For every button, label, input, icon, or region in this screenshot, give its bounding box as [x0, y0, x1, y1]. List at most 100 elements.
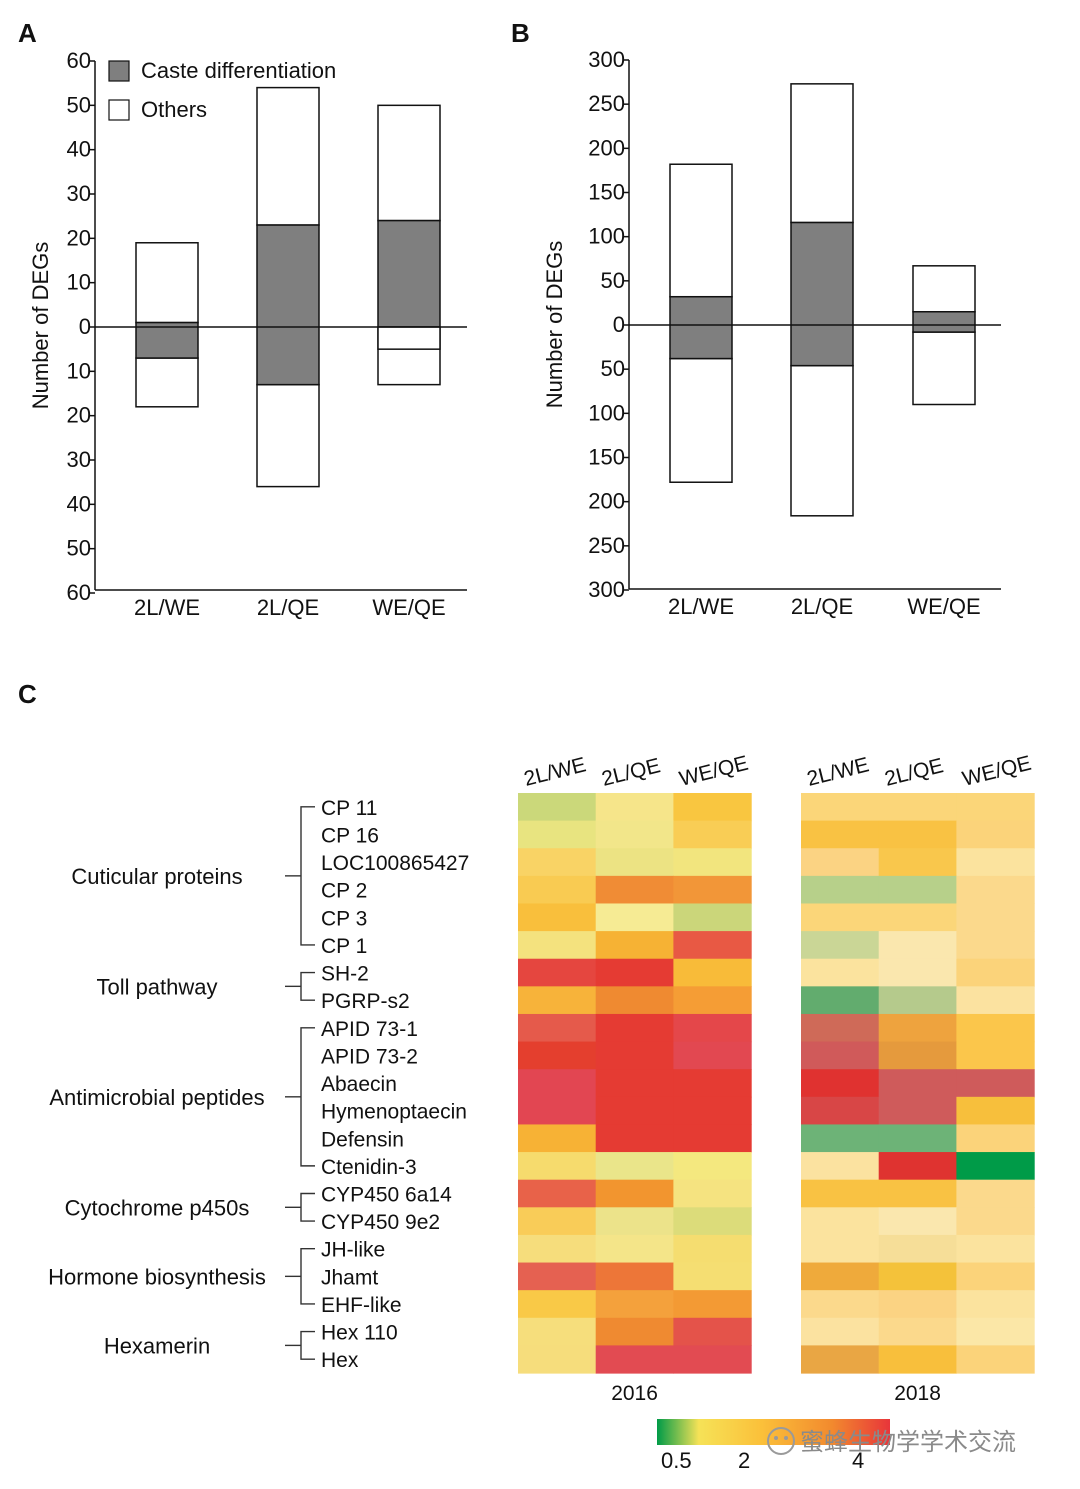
heatmap-cell	[956, 903, 1035, 932]
y-tick-label: 30	[67, 181, 91, 206]
y-tick-label: 40	[67, 137, 91, 162]
heatmap-cell	[878, 848, 957, 877]
heatmap-cell	[801, 1345, 880, 1374]
y-tick-label: 100	[588, 224, 625, 249]
heatmap-cell	[595, 958, 674, 987]
y-tick-label: 300	[588, 47, 625, 72]
heatmap-cell	[518, 986, 597, 1015]
heatmap-cell	[673, 793, 752, 822]
gene-label: LOC100865427	[321, 852, 469, 875]
heatmap-cell	[595, 931, 674, 960]
heatmap-cell	[801, 1234, 880, 1264]
heatmap-cell	[595, 1096, 674, 1126]
heatmap-cell	[801, 1041, 880, 1070]
column-label: 2L/QE	[599, 754, 662, 791]
heatmap-cell	[956, 1124, 1035, 1153]
heatmap-cell	[518, 1290, 597, 1319]
heatmap-c: 2L/WE 2L/QE WE/QE 2016 2L/WE 2L/QE WE/QE 2018 CP…	[48, 752, 1035, 1405]
heatmap-cell	[878, 1179, 957, 1208]
x-tick-label: 2L/WE	[668, 594, 734, 619]
heatmap-cell	[878, 1069, 957, 1098]
heatmap-cell	[801, 1262, 880, 1291]
heatmap-cell	[518, 1234, 597, 1264]
y-tick-label: 50	[601, 268, 625, 293]
heatmap-cell	[518, 1096, 597, 1126]
column-label: WE/QE	[960, 752, 1034, 791]
gene-label: APID 73-1	[321, 1018, 418, 1041]
gene-label: CP 16	[321, 824, 379, 847]
group-label: Antimicrobial peptides	[49, 1085, 264, 1110]
heatmap-cell	[595, 1207, 674, 1236]
heatmap-cell	[595, 793, 674, 822]
heatmap-cell	[801, 958, 880, 987]
heatmap-cell	[518, 1041, 597, 1070]
gene-label: JH-like	[321, 1239, 385, 1262]
bar-others-up	[912, 265, 976, 313]
heatmap-cell	[673, 1290, 752, 1319]
heatmap-cell	[878, 1234, 957, 1264]
heatmap-cell	[595, 1234, 674, 1264]
legend-label: Others	[141, 97, 207, 122]
group-label: Cuticular proteins	[71, 864, 242, 889]
x-tick-label: WE/QE	[907, 594, 980, 619]
heatmap-cell	[518, 1013, 597, 1043]
y-tick-label: 10	[67, 270, 91, 295]
group-bracket	[300, 806, 315, 946]
heatmap-cell	[595, 1262, 674, 1291]
heatmap-cell	[673, 1345, 752, 1374]
group-bracket	[300, 1192, 315, 1222]
colorbar-tick: 2	[738, 1448, 750, 1473]
heatmap-cell	[878, 1207, 957, 1236]
heatmap-cell	[878, 903, 957, 932]
y-tick-label: 250	[588, 533, 625, 558]
x-tick-label: 2L/WE	[134, 595, 200, 620]
heatmap-cell	[801, 1317, 880, 1346]
heatmap-cell	[956, 1096, 1035, 1126]
heatmap-cell	[878, 1041, 957, 1070]
gene-label: Jhamt	[321, 1266, 378, 1289]
y-tick-label: 300	[588, 577, 625, 602]
gene-label: Hex 110	[321, 1322, 398, 1345]
column-label: 2L/QE	[882, 754, 945, 791]
colorbar-tick: 4	[852, 1448, 864, 1473]
heatmap-cell	[878, 986, 957, 1015]
heatmap-cell	[518, 1262, 597, 1291]
heatmap-cell	[801, 1207, 880, 1236]
panel-letter-c: C	[18, 679, 37, 709]
y-tick-label: 30	[67, 447, 91, 472]
heatmap-cell	[801, 875, 880, 905]
y-tick-label: 100	[588, 400, 625, 425]
gene-label: APID 73-2	[321, 1045, 418, 1068]
bar-others-down	[377, 326, 441, 350]
heatmap-cell	[518, 1069, 597, 1098]
group-label: Toll pathway	[96, 974, 217, 999]
heatmap-cell	[673, 875, 752, 905]
bar-caste	[135, 321, 199, 359]
heatmap-cell	[595, 848, 674, 877]
heatmap-cell	[878, 820, 957, 849]
heatmap-cell	[878, 1013, 957, 1043]
heatmap-cell	[878, 1317, 957, 1346]
heatmap-cell	[878, 1096, 957, 1126]
bar-others-down	[912, 331, 976, 406]
heatmap-cell	[878, 1124, 957, 1153]
y-tick-label: 50	[601, 356, 625, 381]
panel-letter-b: B	[511, 18, 530, 48]
y-tick-label: 150	[588, 445, 625, 470]
heatmap-cell	[801, 986, 880, 1015]
bar-caste	[377, 219, 441, 328]
y-axis-label: Number of DEGs	[542, 241, 567, 409]
heatmap-cell	[518, 903, 597, 932]
heatmap-cell	[956, 848, 1035, 877]
legend-swatch-others	[108, 99, 130, 121]
heatmap-cell	[956, 1152, 1035, 1181]
group-label: Cytochrome p450s	[65, 1195, 250, 1220]
bar-others-up	[669, 163, 733, 298]
heatmap-cell	[673, 931, 752, 960]
heatmap-cell	[673, 1041, 752, 1070]
colorbar: 0.5 2 4	[657, 1419, 890, 1473]
gene-label: PGRP-s2	[321, 990, 410, 1013]
heatmap-cell	[878, 1262, 957, 1291]
heatmap-cell	[518, 1345, 597, 1374]
gene-label: Hex	[321, 1349, 359, 1372]
